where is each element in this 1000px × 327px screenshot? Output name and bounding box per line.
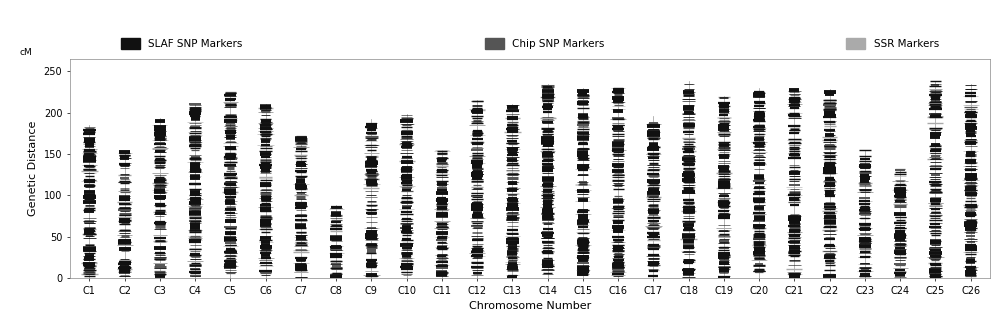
- Legend: SLAF SNP Markers, Chip SNP Markers, SSR Markers: SLAF SNP Markers, Chip SNP Markers, SSR …: [121, 38, 939, 49]
- Y-axis label: Genetic Distance: Genetic Distance: [28, 121, 38, 216]
- Text: cM: cM: [19, 48, 32, 57]
- X-axis label: Chromosome Number: Chromosome Number: [469, 301, 591, 311]
